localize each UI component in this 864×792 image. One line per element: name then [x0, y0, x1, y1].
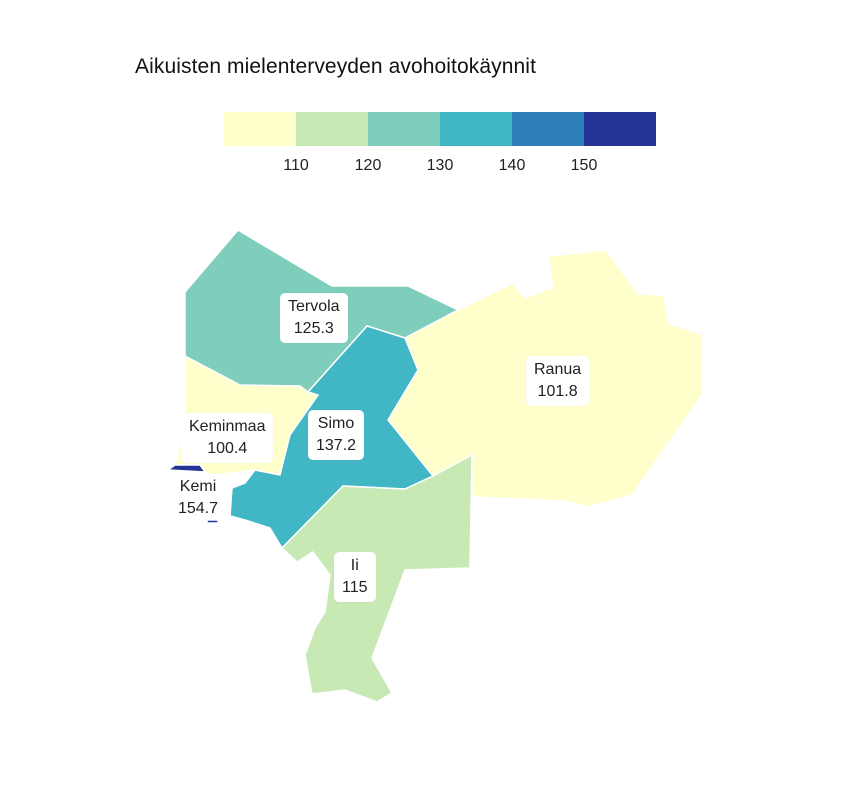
legend-bin-3	[368, 112, 440, 146]
legend-tick-110: 110	[283, 157, 309, 174]
region-ii[interactable]	[280, 453, 473, 703]
legend-tick-140: 140	[499, 157, 526, 174]
label-tervola-value: 125.3	[293, 320, 334, 337]
label-tervola-name: Tervola	[288, 298, 340, 315]
legend-bin-4	[440, 112, 512, 146]
label-ranua-name: Ranua	[534, 361, 582, 378]
label-keminmaa-name: Keminmaa	[189, 418, 266, 435]
label-kemi: Kemi 154.7	[170, 473, 226, 523]
legend-tick-120: 120	[355, 157, 382, 174]
label-simo-value: 137.2	[316, 437, 357, 454]
legend-tick-130: 130	[427, 157, 454, 174]
label-kemi-name: Kemi	[179, 478, 217, 495]
map-title: Aikuisten mielenterveyden avohoitokäynni…	[135, 55, 536, 78]
legend-tick-150: 150	[571, 157, 598, 174]
region-kemi[interactable]	[165, 464, 207, 473]
label-tervola: Tervola 125.3	[280, 293, 348, 343]
label-ii: Ii 115	[334, 552, 376, 602]
legend-bin-2	[296, 112, 368, 146]
legend-bin-6	[584, 112, 656, 146]
label-ii-name: Ii	[350, 557, 359, 574]
label-kemi-value: 154.7	[178, 500, 219, 517]
label-simo-name: Simo	[317, 415, 355, 432]
label-ii-value: 115	[342, 579, 368, 596]
legend-bin-1	[224, 112, 296, 146]
label-keminmaa: Keminmaa 100.4	[181, 413, 274, 463]
legend-bin-5	[512, 112, 584, 146]
label-simo: Simo 137.2	[308, 410, 365, 460]
label-ranua-value: 101.8	[537, 383, 578, 400]
color-legend: 110 120 130 140 150	[224, 112, 656, 174]
label-keminmaa-value: 100.4	[207, 440, 248, 457]
label-ranua: Ranua 101.8	[526, 356, 590, 406]
region-kemi-islet[interactable]	[206, 519, 219, 524]
